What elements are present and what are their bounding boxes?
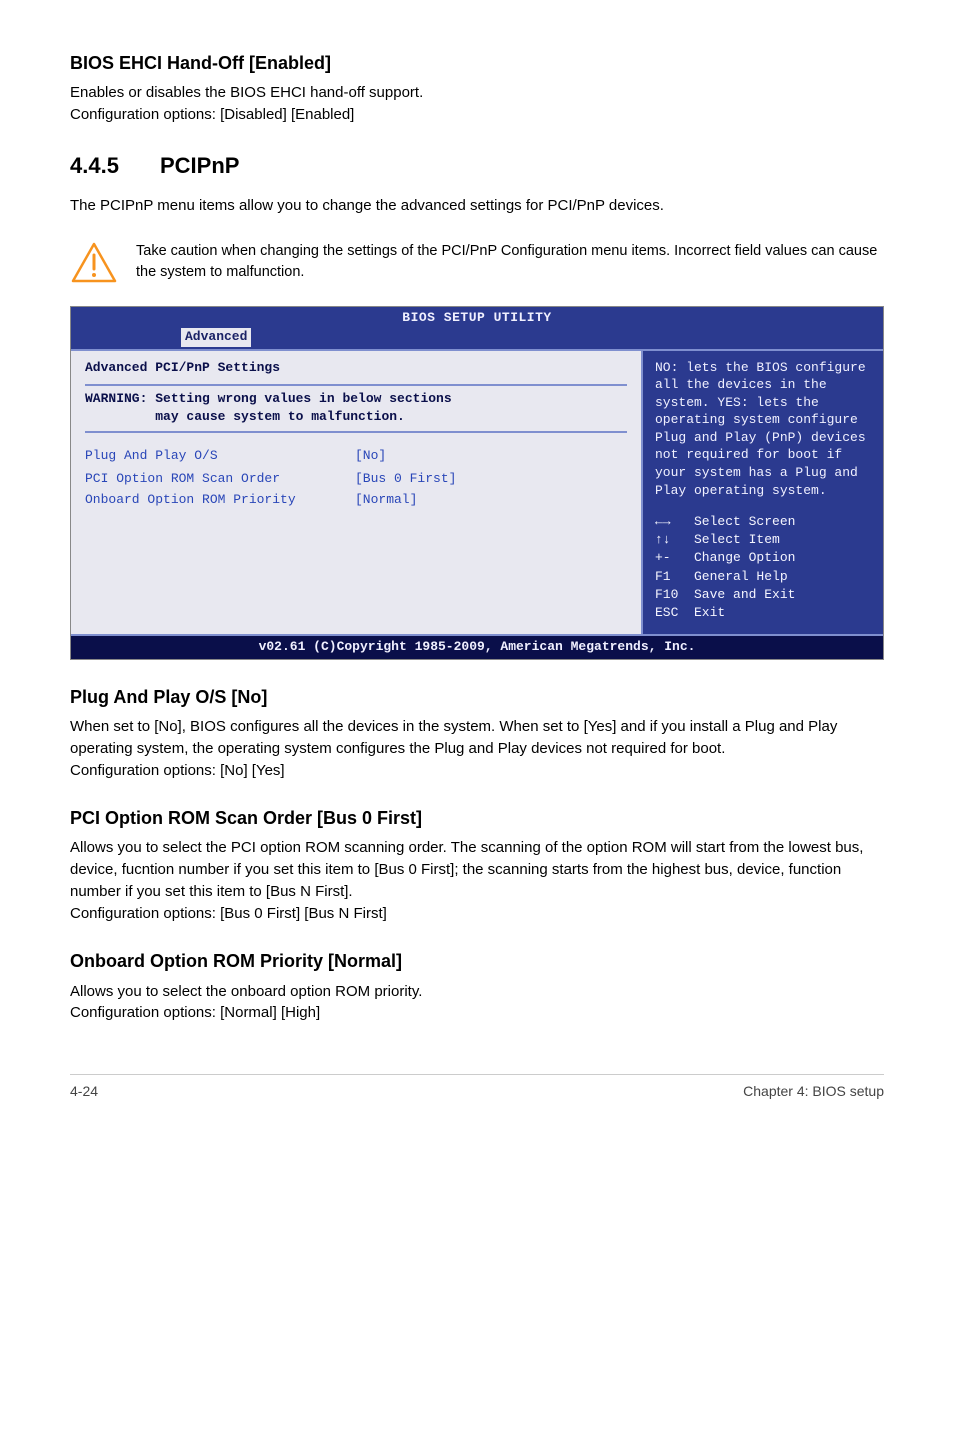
bios-row[interactable]: Plug And Play O/S [No] — [85, 447, 627, 466]
scanorder-opts: Configuration options: [Bus 0 First] [Bu… — [70, 905, 387, 922]
bios-row-value: [Bus 0 First] — [355, 470, 456, 489]
bios-key-legend: ←→ Select Screen ↑↓ Select Item +- Chang… — [655, 513, 871, 622]
scanorder-heading: PCI Option ROM Scan Order [Bus 0 First] — [70, 805, 884, 831]
bios-footer: v02.61 (C)Copyright 1985-2009, American … — [71, 634, 883, 659]
bios-tab-advanced[interactable]: Advanced — [181, 328, 251, 347]
bios-warning-l2: may cause system to malfunction. — [85, 409, 405, 424]
caution-block: Take caution when changing the settings … — [70, 241, 884, 292]
caution-icon — [70, 241, 118, 292]
bios-row-label: Onboard Option ROM Priority — [85, 491, 355, 510]
ehci-body-l1: Enables or disables the BIOS EHCI hand-o… — [70, 84, 423, 101]
scanorder-body: Allows you to select the PCI option ROM … — [70, 837, 884, 924]
bios-help-text: NO: lets the BIOS configure all the devi… — [655, 359, 871, 499]
page-footer: 4-24 Chapter 4: BIOS setup — [70, 1074, 884, 1101]
ehci-heading: BIOS EHCI Hand-Off [Enabled] — [70, 50, 884, 76]
rompri-desc: Allows you to select the onboard option … — [70, 983, 422, 1000]
pcipnp-intro: The PCIPnP menu items allow you to chang… — [70, 195, 884, 217]
bios-warning: WARNING: Setting wrong values in below s… — [85, 384, 627, 434]
ehci-body: Enables or disables the BIOS EHCI hand-o… — [70, 82, 884, 126]
plugplay-body: When set to [No], BIOS configures all th… — [70, 716, 884, 781]
scanorder-desc: Allows you to select the PCI option ROM … — [70, 839, 863, 900]
pcipnp-heading: 4.4.5PCIPnP — [70, 150, 884, 182]
plugplay-opts: Configuration options: [No] [Yes] — [70, 762, 285, 779]
bios-panel-header: Advanced PCI/PnP Settings — [85, 359, 627, 378]
bios-row-label: PCI Option ROM Scan Order — [85, 470, 355, 489]
chapter-label: Chapter 4: BIOS setup — [743, 1081, 884, 1101]
bios-right-panel: NO: lets the BIOS configure all the devi… — [643, 351, 883, 635]
plugplay-heading: Plug And Play O/S [No] — [70, 684, 884, 710]
bios-row[interactable]: Onboard Option ROM Priority [Normal] — [85, 491, 627, 510]
pcipnp-number: 4.4.5 — [70, 150, 160, 182]
plugplay-desc: When set to [No], BIOS configures all th… — [70, 718, 837, 757]
bios-warning-l1: WARNING: Setting wrong values in below s… — [85, 391, 452, 406]
bios-screenshot: BIOS SETUP UTILITY Advanced Advanced PCI… — [70, 306, 884, 660]
bios-row-value: [No] — [355, 447, 386, 466]
caution-text: Take caution when changing the settings … — [136, 241, 884, 282]
rompri-opts: Configuration options: [Normal] [High] — [70, 1004, 320, 1021]
ehci-body-l2: Configuration options: [Disabled] [Enabl… — [70, 106, 354, 123]
bios-left-panel: Advanced PCI/PnP Settings WARNING: Setti… — [71, 351, 643, 635]
bios-row[interactable]: PCI Option ROM Scan Order [Bus 0 First] — [85, 470, 627, 489]
bios-row-label: Plug And Play O/S — [85, 447, 355, 466]
bios-tabs: Advanced — [71, 328, 883, 349]
bios-title: BIOS SETUP UTILITY — [71, 307, 883, 328]
bios-row-value: [Normal] — [355, 491, 417, 510]
pcipnp-title: PCIPnP — [160, 153, 239, 178]
rompri-heading: Onboard Option ROM Priority [Normal] — [70, 948, 884, 974]
rompri-body: Allows you to select the onboard option … — [70, 981, 884, 1025]
page-number: 4-24 — [70, 1081, 98, 1101]
